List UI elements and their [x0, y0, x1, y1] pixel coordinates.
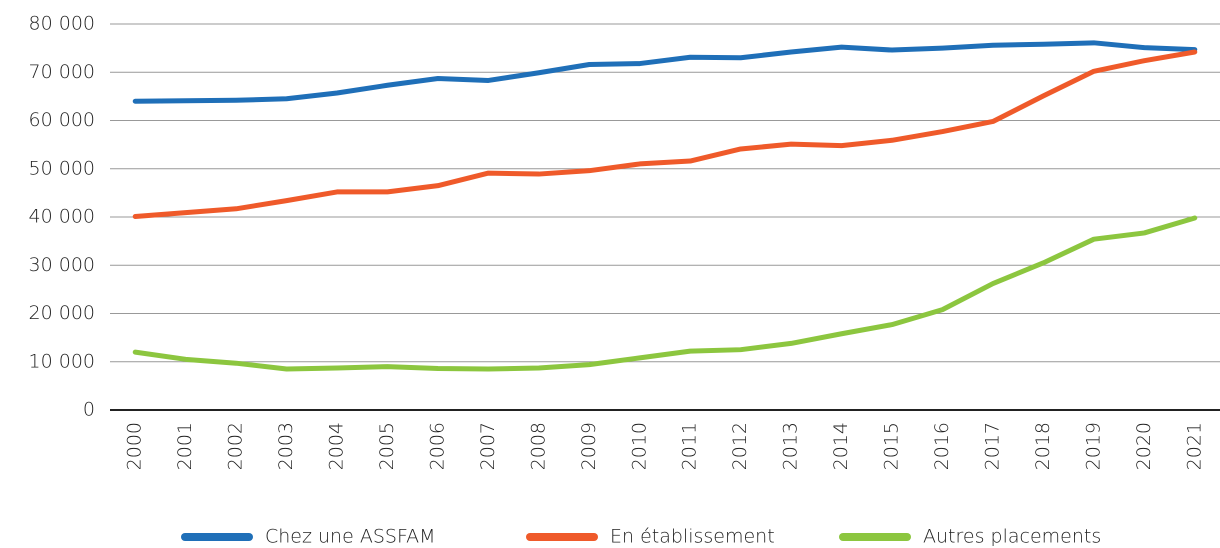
x-tick-label: 2008: [527, 422, 549, 470]
legend-label: En établissement: [610, 526, 775, 548]
x-tick-label: 2003: [275, 422, 297, 470]
y-tick-label: 80 000: [29, 13, 95, 35]
y-tick-label: 0: [83, 399, 95, 421]
legend-label: Autres placements: [923, 526, 1101, 548]
x-tick-label: 2007: [477, 422, 499, 470]
x-tick-label: 2009: [578, 422, 600, 470]
y-tick-label: 30 000: [29, 254, 95, 276]
x-tick-label: 2020: [1133, 422, 1155, 470]
x-tick-label: 2006: [426, 422, 448, 470]
x-tick-label: 2002: [225, 422, 247, 470]
x-tick-label: 2021: [1183, 422, 1205, 470]
y-tick-label: 10 000: [29, 350, 95, 372]
x-tick-label: 2019: [1082, 422, 1104, 470]
x-tick-label: 2011: [679, 422, 701, 470]
y-tick-label: 20 000: [29, 302, 95, 324]
x-tick-label: 2001: [174, 422, 196, 470]
y-tick-label: 70 000: [29, 61, 95, 83]
x-tick-label: 2014: [830, 422, 852, 470]
x-tick-label: 2017: [981, 422, 1003, 470]
x-tick-label: 2012: [729, 422, 751, 470]
x-tick-label: 2015: [881, 422, 903, 470]
series-line: [132, 215, 1198, 372]
x-tick-label: 2004: [326, 422, 348, 470]
legend-label: Chez une ASSFAM: [265, 526, 436, 548]
series-line: [132, 49, 1198, 220]
y-tick-label: 60 000: [29, 109, 95, 131]
x-tick-label: 2013: [780, 422, 802, 470]
x-tick-label: 2000: [124, 422, 146, 470]
x-tick-label: 2005: [376, 422, 398, 470]
x-tick-label: 2016: [931, 422, 953, 470]
y-tick-label: 50 000: [29, 157, 95, 179]
x-tick-label: 2018: [1032, 422, 1054, 470]
series-line: [132, 40, 1198, 104]
x-tick-label: 2010: [628, 422, 650, 470]
y-tick-label: 40 000: [29, 206, 95, 228]
